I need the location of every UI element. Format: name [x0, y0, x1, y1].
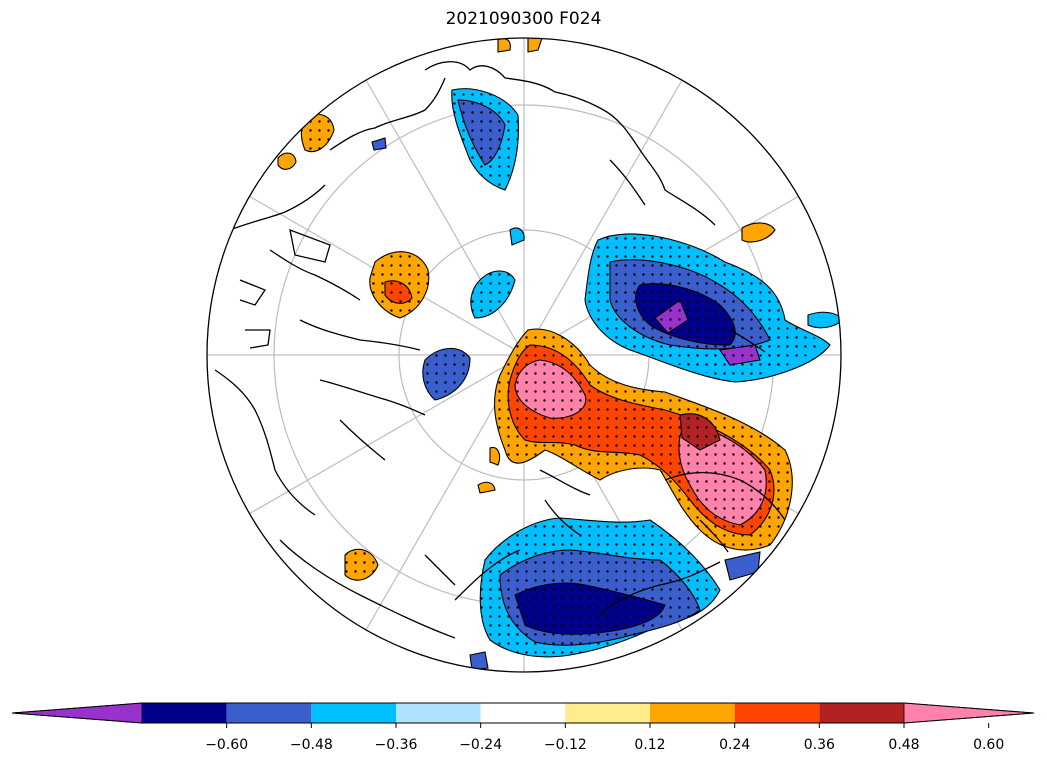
colorbar-tick-label: 0.12: [634, 737, 665, 753]
colorbar-segment: [226, 703, 312, 723]
colorbar-tick-label: 0.48: [888, 737, 919, 753]
colorbar-outline: [11, 702, 1035, 724]
coastlines: [214, 61, 786, 639]
colorbar-tick-label: −0.12: [544, 737, 587, 753]
colorbar-ticks: −0.60 −0.48 −0.36 −0.24 −0.12 0.12 0.24 0.36 0.4…: [205, 723, 1004, 753]
colorbar-extend-high: [903, 702, 1035, 724]
colorbar-segment: [565, 703, 650, 723]
map-boundary: [206, 37, 842, 673]
colorbar-segment: [650, 703, 735, 723]
colorbar-segment: [396, 703, 481, 723]
stippling: [301, 88, 822, 657]
colorbar-tick-label: −0.36: [375, 737, 418, 753]
colorbar-tick-label: −0.24: [459, 737, 502, 753]
colorbar-tick-label: 0.36: [804, 737, 835, 753]
colorbar-segment: [142, 703, 227, 723]
colorbar-tick-label: −0.60: [205, 737, 248, 753]
colorbar-extend-low: [11, 702, 143, 724]
colorbar-segment: [480, 703, 566, 723]
colorbar-segments: [11, 702, 1035, 724]
colorbar-segment: [311, 703, 396, 723]
colorbar-tick-label: 0.60: [973, 737, 1004, 753]
colorbar-segment: [819, 703, 904, 723]
polar-map: [206, 37, 842, 673]
colorbar-tick-label: −0.48: [290, 737, 333, 753]
colorbar-segment: [734, 703, 820, 723]
colorbar-tick-label: 0.24: [719, 737, 750, 753]
page-title: 2021090300 F024: [445, 9, 602, 29]
